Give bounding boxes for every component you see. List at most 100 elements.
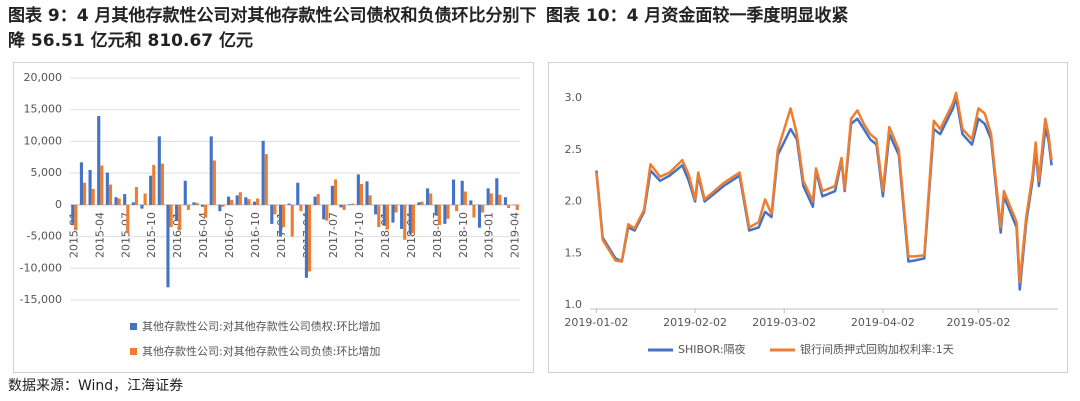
source-note: 数据来源：Wind，江海证券 — [8, 378, 184, 394]
bar — [97, 116, 101, 205]
bar — [400, 204, 404, 229]
x-tick-label: 2019-04-02 — [851, 316, 915, 329]
bar — [495, 178, 499, 205]
bar — [230, 199, 234, 205]
bar — [105, 172, 109, 205]
y-tick-label: 1.5 — [565, 246, 583, 259]
y-tick-label: -15,000 — [20, 293, 62, 306]
x-tick-label: 2016-04 — [197, 212, 210, 258]
bar — [201, 204, 205, 207]
bar — [368, 195, 372, 205]
bar — [270, 204, 274, 224]
x-tick-label: 2017-07 — [327, 212, 340, 258]
chart-title: 图表 10：4 月资金面较一季度明显收紧 — [546, 6, 849, 26]
legend-swatch — [130, 323, 137, 330]
bar — [175, 204, 179, 221]
y-tick-label: 15,000 — [24, 103, 63, 116]
bar — [391, 204, 395, 223]
bar — [460, 180, 464, 205]
bar — [204, 204, 208, 218]
x-tick-label: 2015-10 — [145, 212, 158, 258]
bar — [313, 196, 317, 205]
bar — [351, 203, 355, 205]
bar — [437, 204, 441, 226]
x-tick-label: 2019-02-02 — [663, 316, 727, 329]
bar — [477, 204, 482, 228]
legend-label: 其他存款性公司:对其他存款性公司债权:环比增加 — [142, 319, 380, 333]
bar — [166, 204, 170, 288]
legend-label: SHIBOR:隔夜 — [678, 342, 746, 356]
bar — [212, 160, 216, 205]
bar — [160, 163, 164, 205]
bar — [515, 204, 519, 210]
bar — [169, 204, 173, 228]
bar — [252, 201, 257, 205]
bar — [296, 182, 300, 205]
bar — [178, 204, 182, 231]
bar — [408, 204, 412, 235]
chart-frame — [13, 62, 534, 373]
bar — [417, 202, 421, 205]
bar — [374, 204, 378, 215]
bar — [79, 162, 83, 205]
bar — [463, 191, 467, 205]
bar — [91, 189, 95, 205]
bar — [498, 194, 502, 205]
bar — [71, 204, 75, 224]
bar — [278, 204, 283, 237]
bar — [322, 204, 326, 220]
bar — [434, 204, 438, 216]
bar — [403, 204, 407, 240]
bar — [342, 204, 346, 210]
bar — [489, 193, 493, 205]
chart-frame — [548, 62, 1068, 373]
bar — [126, 204, 130, 234]
x-tick-label: 2015-07 — [119, 212, 132, 258]
bar — [209, 136, 213, 205]
x-tick-label: 2015-04 — [93, 212, 106, 258]
bar — [226, 196, 231, 205]
bar — [123, 194, 127, 205]
y-tick-label: 5,000 — [31, 166, 63, 179]
bar — [247, 199, 251, 205]
bar — [426, 188, 430, 205]
bar — [472, 204, 476, 218]
bar — [134, 187, 139, 205]
legend-label: 其他存款性公司:对其他存款性公司负债:环比增加 — [142, 344, 380, 358]
bar — [316, 194, 320, 205]
bar — [238, 192, 242, 205]
bar — [256, 198, 260, 205]
bar — [273, 204, 277, 215]
bar — [348, 204, 352, 205]
bar — [304, 204, 308, 278]
bar — [429, 193, 433, 205]
bar — [183, 180, 187, 205]
bar — [469, 200, 473, 205]
bar — [74, 204, 78, 231]
x-tick-label: 2016-07 — [223, 212, 236, 258]
bar — [503, 197, 508, 205]
bar — [325, 204, 329, 221]
bar — [221, 204, 225, 207]
bar — [117, 198, 121, 205]
bar — [88, 169, 92, 205]
bar — [157, 136, 161, 205]
bar — [261, 140, 265, 205]
bar — [143, 193, 147, 205]
chart-title: 图表 9：4 月其他存款性公司对其他存款性公司债权和负债环比分别下降 56.51… — [8, 6, 537, 51]
bar — [287, 203, 291, 205]
bar — [290, 204, 294, 237]
bar — [486, 188, 490, 205]
bar — [385, 204, 389, 230]
y-tick-label: 1.0 — [565, 298, 583, 311]
bar — [192, 202, 196, 205]
x-tick-label: 2019-04 — [509, 212, 522, 258]
bar — [333, 179, 338, 205]
x-tick-label: 2019-01 — [483, 212, 496, 258]
bar — [195, 202, 199, 205]
bar — [507, 204, 511, 209]
bar — [264, 154, 268, 205]
bar — [114, 197, 118, 205]
